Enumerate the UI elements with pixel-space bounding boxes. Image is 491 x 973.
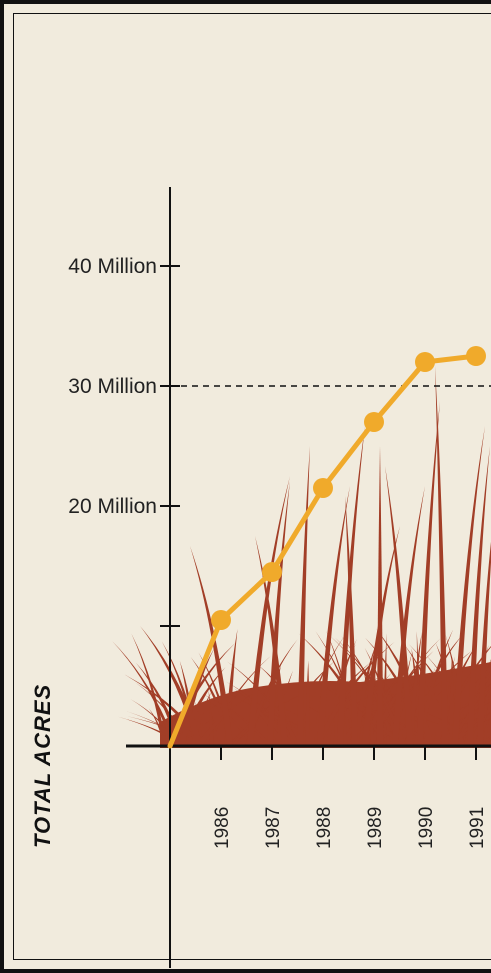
x-tick-label: 1989 xyxy=(365,807,386,849)
grass-blade xyxy=(266,481,290,746)
grass-blade xyxy=(451,426,485,746)
x-tick-label: 1991 xyxy=(467,807,488,849)
grass-blade xyxy=(476,541,491,746)
grass-illustration xyxy=(112,366,491,748)
grass-blade xyxy=(125,710,194,746)
grass-blade xyxy=(131,633,167,746)
y-tick-label: 30 Million xyxy=(68,375,157,398)
grass-blade xyxy=(305,660,311,746)
grass-blade xyxy=(316,644,356,746)
grass-blade xyxy=(325,638,357,746)
data-point xyxy=(466,346,486,366)
grass-blade xyxy=(339,678,402,746)
grass-blade xyxy=(190,656,235,746)
grass-blade xyxy=(195,691,257,746)
data-point xyxy=(313,478,333,498)
x-tick-label: 1990 xyxy=(416,807,437,849)
grass-blade xyxy=(435,366,449,746)
grass-blade xyxy=(135,682,193,746)
grass-blade xyxy=(416,401,440,746)
grass-blade xyxy=(296,446,310,746)
grass-blade xyxy=(449,718,491,746)
grass-blade xyxy=(201,693,272,746)
grass-blade xyxy=(315,631,367,746)
grass-blade xyxy=(403,643,454,746)
grass-blade xyxy=(177,667,226,746)
grass-blade xyxy=(368,651,434,746)
data-point xyxy=(415,352,435,372)
series-line xyxy=(167,346,486,749)
grass-blade xyxy=(402,636,461,746)
grass-blade xyxy=(428,714,482,746)
grass-blade xyxy=(385,466,414,746)
grass-blade xyxy=(376,446,384,746)
grass-blade xyxy=(365,637,431,746)
data-point xyxy=(364,412,384,432)
grass-blade xyxy=(364,647,400,746)
data-point xyxy=(262,562,282,582)
grass-blade xyxy=(306,705,356,746)
grass-blade xyxy=(304,661,372,746)
grass-blade xyxy=(466,446,490,746)
grass-blade xyxy=(345,496,359,746)
y-tick-label: 40 Million xyxy=(68,255,157,278)
grass-blade xyxy=(225,681,298,746)
grass-blade xyxy=(255,536,289,746)
grass-blade xyxy=(148,708,167,746)
grass-blade xyxy=(226,661,301,746)
grass-blade xyxy=(395,650,472,746)
y-axis-label: TOTAL ACRES xyxy=(30,684,55,848)
chart-frame-inner-border xyxy=(13,13,491,960)
grass-blade xyxy=(482,737,491,746)
x-tick-label: 1988 xyxy=(314,807,335,849)
grass-blade xyxy=(231,698,282,746)
axes: 20 Million 30 Million 40 Million 1986 1987 19… xyxy=(68,187,491,968)
grass-blade xyxy=(246,476,290,746)
data-point xyxy=(211,610,231,630)
grass-blade xyxy=(272,660,335,746)
grass-blade xyxy=(425,654,480,746)
grass-blade xyxy=(316,486,350,746)
y-tick-label: 20 Million xyxy=(68,495,157,518)
grass-blade xyxy=(342,706,406,746)
grass-blade xyxy=(277,694,302,746)
x-tick-label: 1987 xyxy=(263,807,284,849)
grass-blade xyxy=(212,715,219,746)
grass-blade xyxy=(391,486,425,746)
grass-blade xyxy=(361,526,400,746)
grass-blade xyxy=(418,703,472,746)
grass-blade xyxy=(333,684,338,746)
grass-blade xyxy=(190,546,234,746)
grass-blade xyxy=(352,643,376,746)
grass-blade xyxy=(130,698,181,746)
x-tick-label: 1986 xyxy=(212,807,233,849)
grass-blade xyxy=(140,626,204,746)
